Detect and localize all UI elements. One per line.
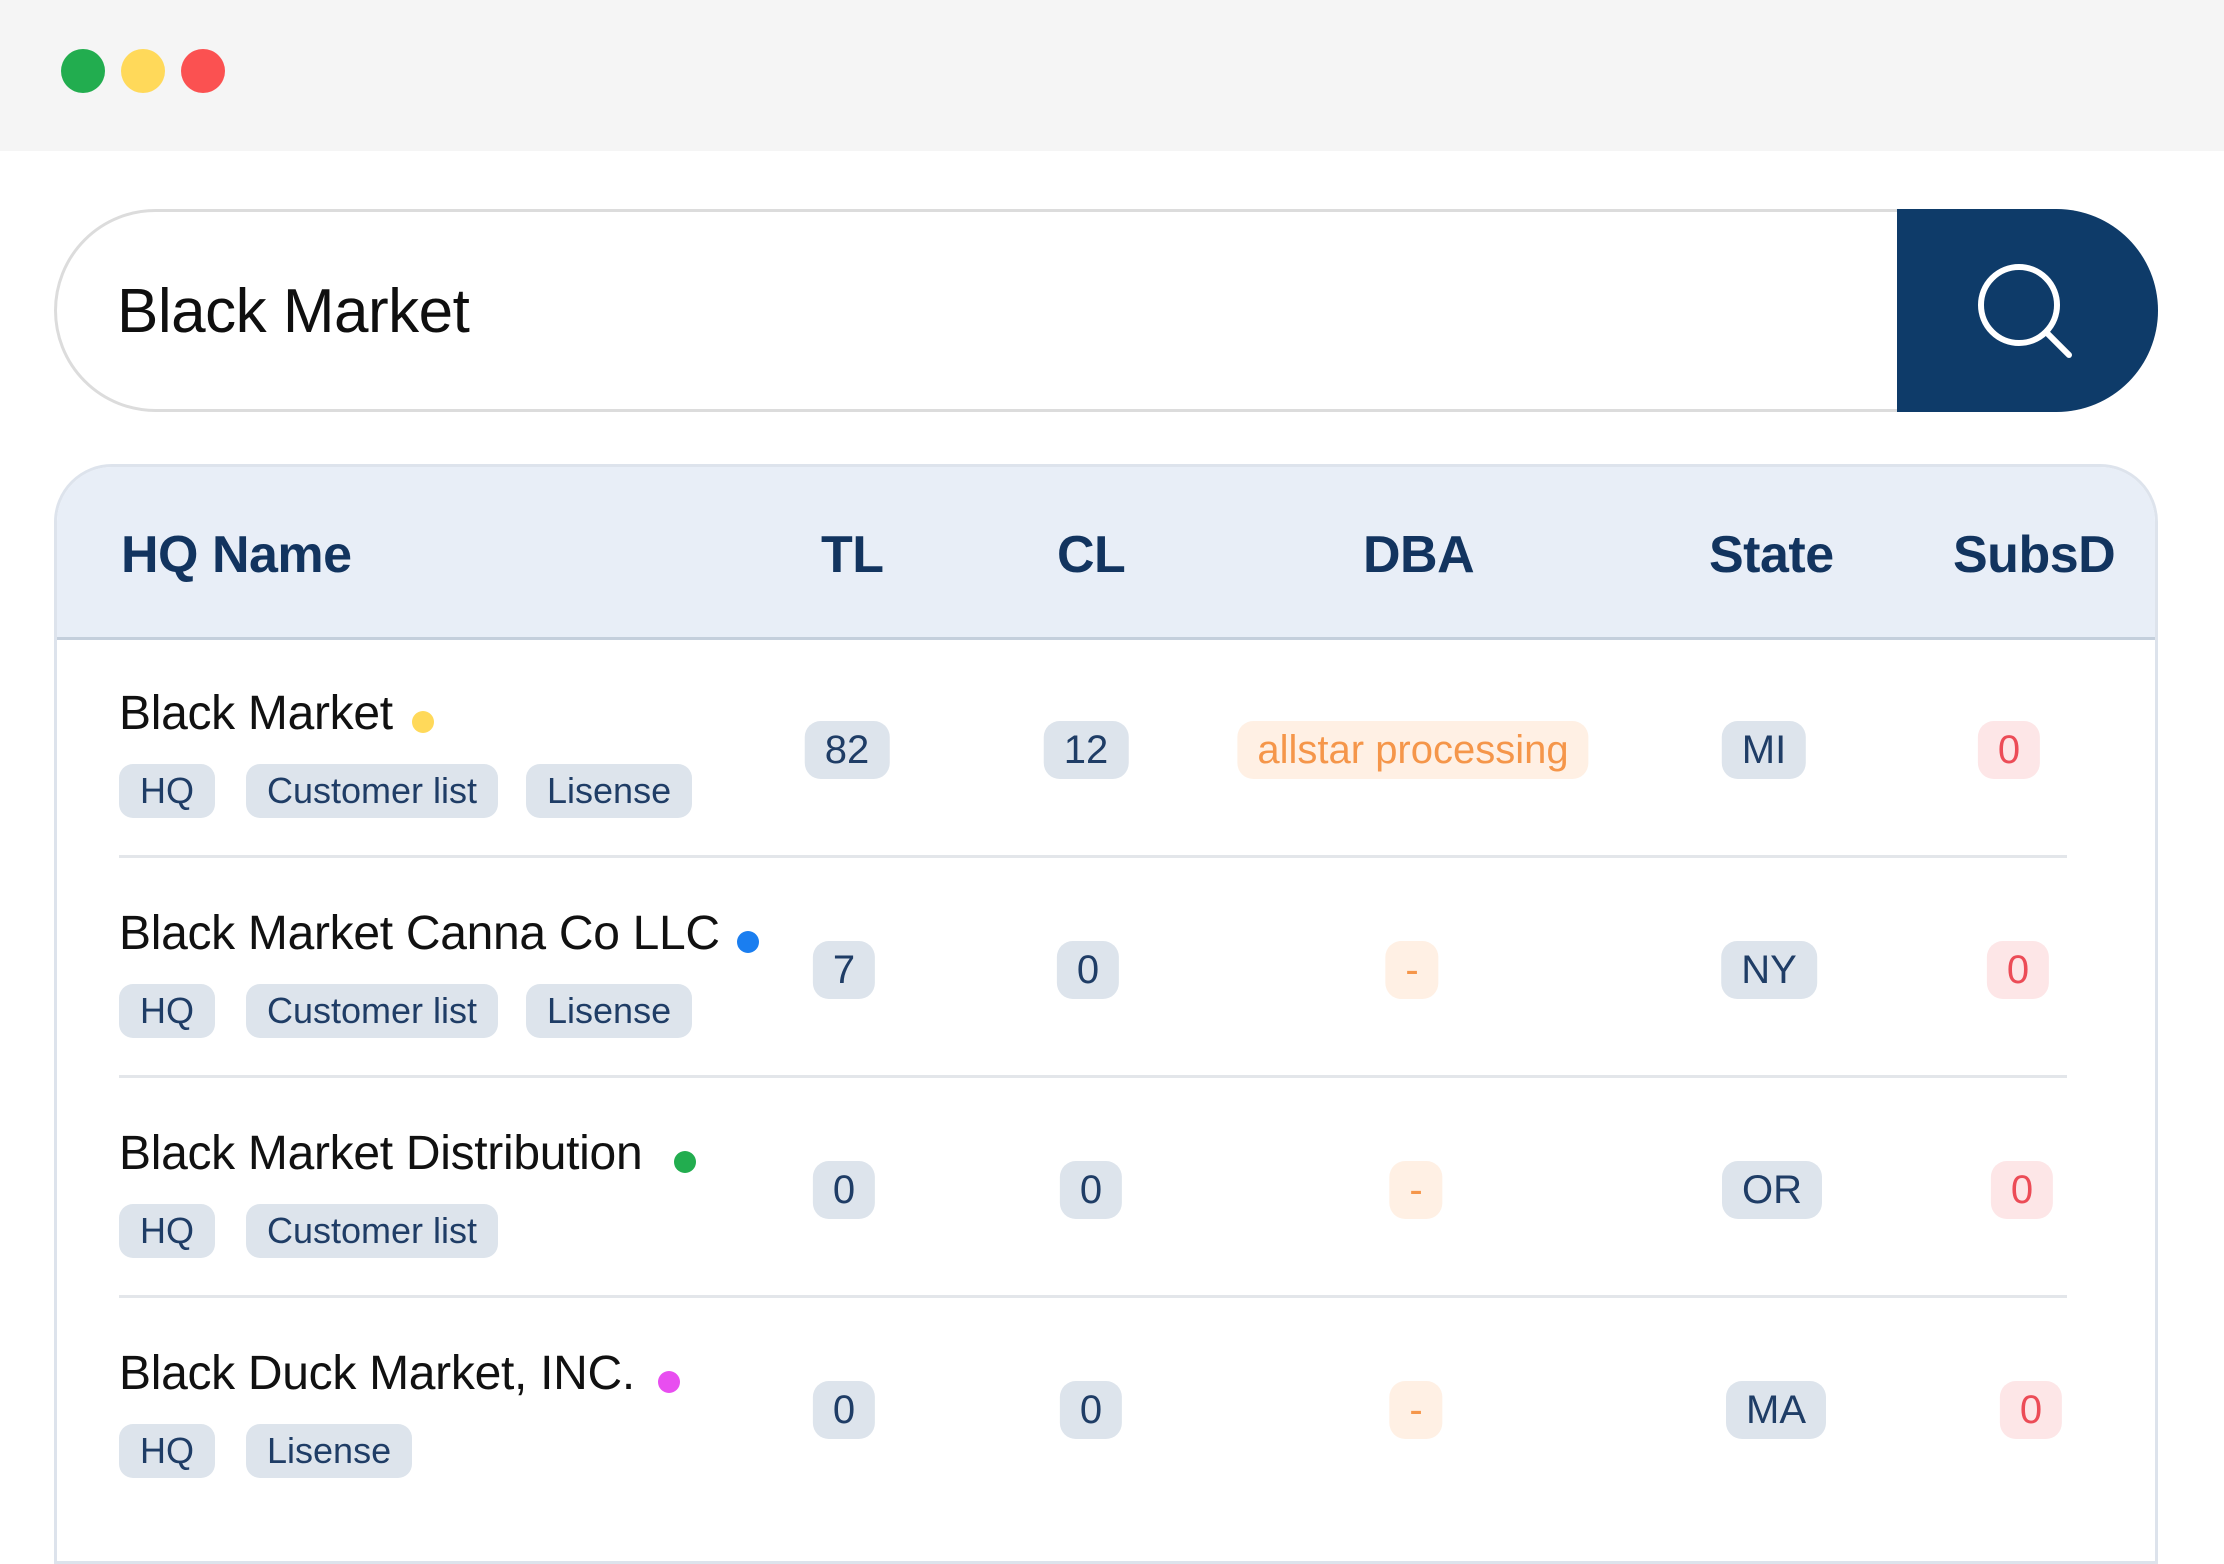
column-header-hq-name[interactable]: HQ Name	[121, 526, 352, 584]
tl-value: 0	[812, 1381, 876, 1439]
state-value: MI	[1721, 721, 1807, 779]
tag-hq[interactable]: HQ	[119, 1204, 215, 1258]
dba-value: -	[1389, 1381, 1443, 1439]
hq-name[interactable]: Black Duck Market, INC.	[119, 1347, 635, 1400]
status-dot	[412, 711, 434, 733]
tag-customer-list[interactable]: Customer list	[246, 984, 499, 1038]
tl-value: 0	[812, 1161, 876, 1219]
results-table: HQ Name TL CL DBA State SubsD Black Mark…	[54, 464, 2158, 1564]
tag-hq[interactable]: HQ	[119, 764, 215, 818]
table-row[interactable]: Black Duck Market, INC. HQ Lisense 0 0 -…	[57, 1300, 2155, 1520]
row-divider	[119, 1075, 2067, 1078]
search-input-value: Black Market	[117, 277, 470, 346]
table-row[interactable]: Black Market Distribution HQ Customer li…	[57, 1080, 2155, 1300]
column-header-subsd[interactable]: SubsD	[1953, 526, 2116, 584]
hq-name[interactable]: Black Market Canna Co LLC	[119, 907, 720, 960]
dba-value: allstar processing	[1237, 721, 1589, 779]
window-control-red[interactable]	[181, 49, 225, 93]
subsd-value: 0	[1990, 1161, 2054, 1219]
subsd-value: 0	[1986, 941, 2050, 999]
state-value: MA	[1726, 1381, 1826, 1439]
tag-customer-list[interactable]: Customer list	[246, 1204, 499, 1258]
dba-value: -	[1389, 1161, 1443, 1219]
tag-lisense[interactable]: Lisense	[526, 984, 693, 1038]
state-value: OR	[1722, 1161, 1822, 1219]
column-header-state[interactable]: State	[1709, 526, 1834, 584]
search-icon	[1978, 264, 2072, 358]
tag-hq[interactable]: HQ	[119, 984, 215, 1038]
column-header-tl[interactable]: TL	[821, 526, 884, 584]
column-header-dba[interactable]: DBA	[1363, 526, 1475, 584]
tag-lisense[interactable]: Lisense	[526, 764, 693, 818]
tl-value: 82	[804, 721, 890, 779]
tag-hq[interactable]: HQ	[119, 1424, 215, 1478]
subsd-value: 0	[1999, 1381, 2063, 1439]
row-divider	[119, 855, 2067, 858]
tag-customer-list[interactable]: Customer list	[246, 764, 499, 818]
search-input[interactable]: Black Market	[54, 209, 2158, 412]
status-dot	[674, 1151, 696, 1173]
row-divider	[119, 1295, 2067, 1298]
table-header: HQ Name TL CL DBA State SubsD	[57, 467, 2155, 640]
status-dot	[737, 931, 759, 953]
table-row[interactable]: Black Market HQ Customer list Lisense 82…	[57, 640, 2155, 860]
status-dot	[658, 1371, 680, 1393]
search-button[interactable]	[1897, 209, 2158, 412]
cl-value: 0	[1059, 1381, 1123, 1439]
window-control-yellow[interactable]	[121, 49, 165, 93]
tag-lisense[interactable]: Lisense	[246, 1424, 413, 1478]
column-header-cl[interactable]: CL	[1057, 526, 1126, 584]
subsd-value: 0	[1977, 721, 2041, 779]
dba-value: -	[1385, 941, 1439, 999]
cl-value: 12	[1043, 721, 1129, 779]
tl-value: 7	[812, 941, 876, 999]
cl-value: 0	[1059, 1161, 1123, 1219]
state-value: NY	[1721, 941, 1817, 999]
cl-value: 0	[1056, 941, 1120, 999]
hq-name[interactable]: Black Market	[119, 687, 393, 740]
table-row[interactable]: Black Market Canna Co LLC HQ Customer li…	[57, 860, 2155, 1080]
window-control-green[interactable]	[61, 49, 105, 93]
hq-name[interactable]: Black Market Distribution	[119, 1127, 643, 1180]
window-titlebar	[0, 0, 2224, 151]
